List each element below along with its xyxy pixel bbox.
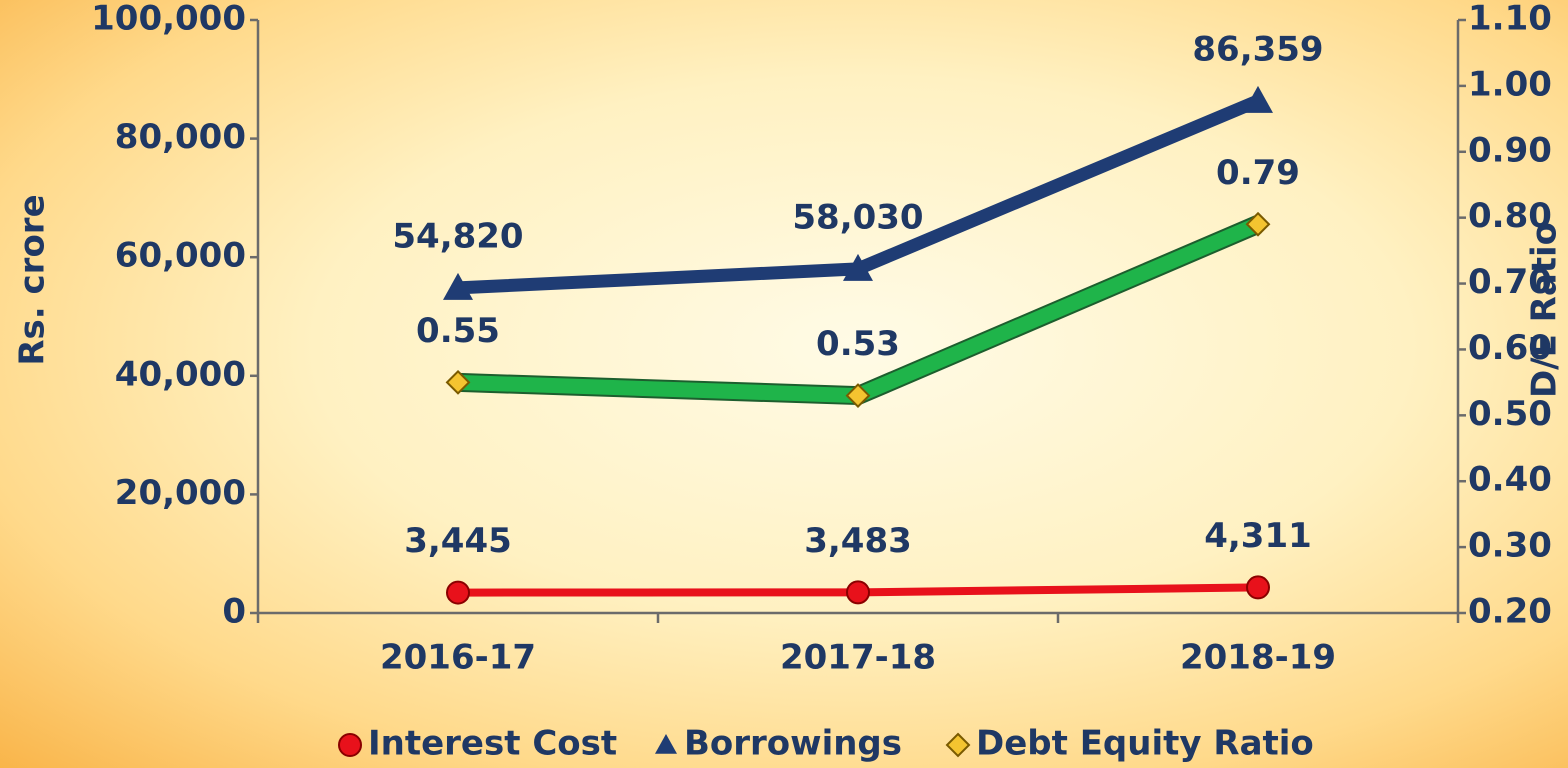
data-label: 3,483 xyxy=(804,521,912,561)
data-label: 54,820 xyxy=(392,216,523,256)
y-tick-label: 60,000 xyxy=(115,236,246,276)
x-tick-label: 2016-17 xyxy=(380,638,536,678)
data-point xyxy=(846,580,870,605)
data-label: 0.55 xyxy=(416,311,500,351)
data-label: 3,445 xyxy=(404,521,512,561)
data-label: 86,359 xyxy=(1192,29,1323,69)
y2-tick-label: 0.50 xyxy=(1468,394,1552,434)
y-tick-label: 80,000 xyxy=(115,117,246,157)
y-tick-label: 0 xyxy=(222,592,246,632)
y2-axis-label: D/E Ratio xyxy=(1525,222,1565,398)
legend-label: Interest Cost xyxy=(368,724,617,764)
data-label: 0.79 xyxy=(1216,153,1300,193)
y2-tick-label: 0.60 xyxy=(1468,328,1552,368)
data-point xyxy=(443,272,473,300)
x-tick-label: 2017-18 xyxy=(780,638,936,678)
data-point xyxy=(445,369,471,395)
data-label: 4,311 xyxy=(1204,516,1312,556)
data-point xyxy=(843,253,873,281)
y-axis-label: Rs. crore xyxy=(13,194,53,365)
y2-tick-label: 0.70 xyxy=(1468,262,1552,302)
legend-marker xyxy=(338,733,362,757)
legend-label: Debt Equity Ratio xyxy=(976,724,1314,764)
y-tick-label: 40,000 xyxy=(115,354,246,394)
y2-tick-label: 0.20 xyxy=(1468,592,1552,632)
data-point xyxy=(1245,211,1271,237)
y2-tick-label: 0.40 xyxy=(1468,460,1552,500)
data-point xyxy=(845,383,871,408)
data-point xyxy=(1246,575,1270,600)
data-label: 0.53 xyxy=(816,324,900,364)
data-point xyxy=(1243,85,1273,113)
y2-tick-label: 0.30 xyxy=(1468,526,1552,566)
legend-marker xyxy=(655,734,677,754)
y2-tick-label: 1.10 xyxy=(1468,0,1552,39)
y-tick-label: 100,000 xyxy=(91,0,246,39)
data-label: 58,030 xyxy=(792,197,923,237)
line-outline xyxy=(457,215,1262,406)
x-tick-label: 2018-19 xyxy=(1180,638,1336,678)
series-line xyxy=(457,217,1261,404)
y2-tick-label: 0.80 xyxy=(1468,196,1552,236)
y2-tick-label: 0.90 xyxy=(1468,130,1552,170)
y-tick-label: 20,000 xyxy=(115,473,246,513)
legend-marker xyxy=(945,732,971,758)
data-point xyxy=(446,580,470,605)
legend-label: Borrowings xyxy=(684,724,902,764)
y2-tick-label: 1.00 xyxy=(1468,64,1552,104)
